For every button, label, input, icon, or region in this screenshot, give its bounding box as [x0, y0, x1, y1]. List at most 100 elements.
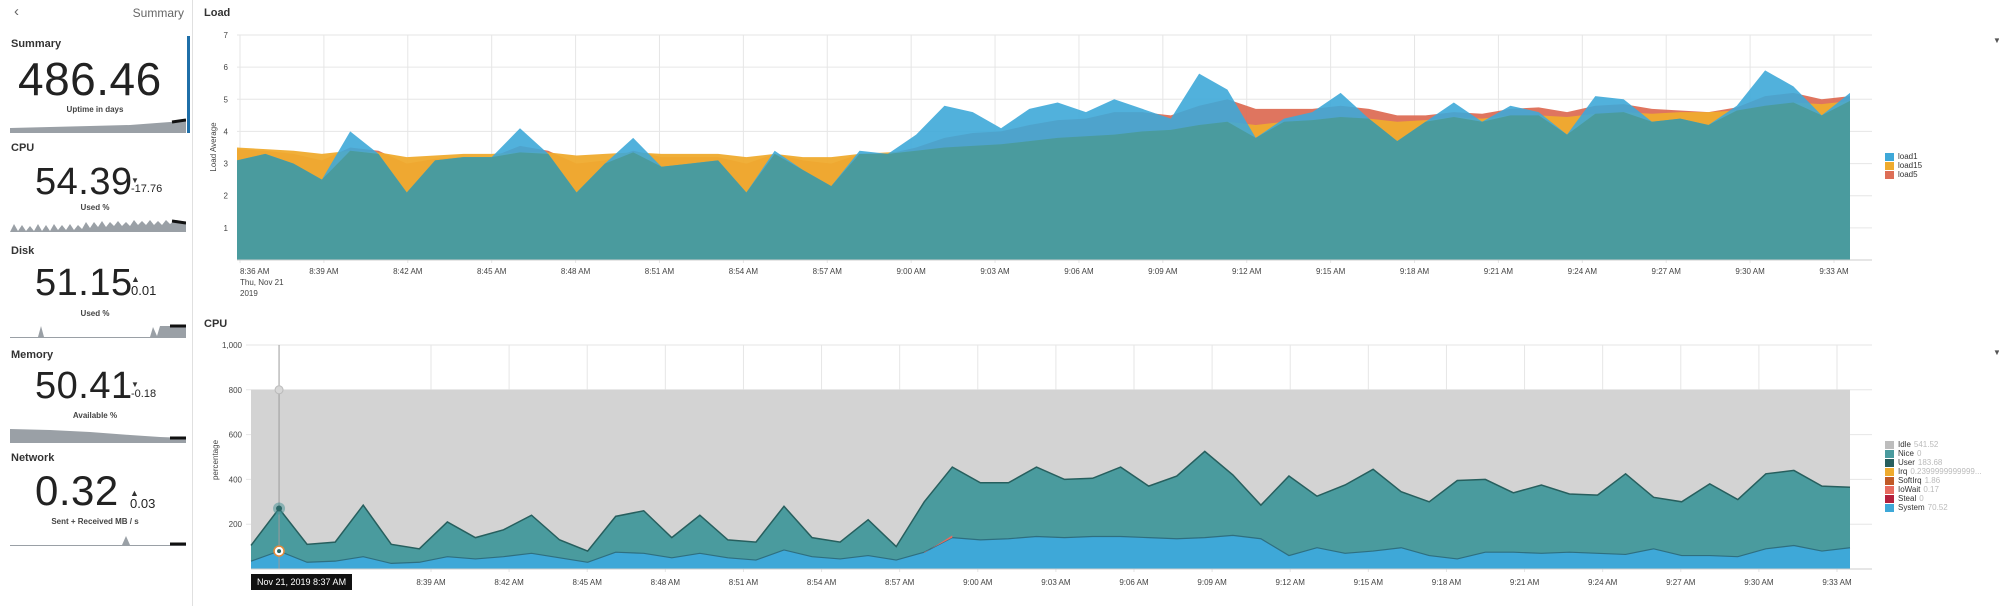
hover-tooltip: Nov 21, 2019 8:37 AM: [251, 574, 353, 590]
x-tick-label: 9:27 AM: [1666, 578, 1696, 587]
x-tick-label: 8:57 AM: [885, 578, 915, 587]
metric-card-memory[interactable]: Memory 50.41 ▼ -0.18 Available %: [0, 349, 190, 445]
chevron-left-icon[interactable]: ‹: [14, 3, 19, 20]
hover-marker-idle: [274, 385, 284, 395]
legend-label: load15: [1898, 161, 1923, 170]
y-tick-label: 4: [224, 127, 229, 136]
x-tick-label: 9:15 AM: [1354, 578, 1384, 587]
y-tick-label: 400: [229, 475, 243, 484]
y-tick-label: 1,000: [222, 341, 243, 350]
x-tick-label: 9:00 AM: [896, 267, 926, 276]
y-tick-label: 6: [224, 63, 229, 72]
x-tick-label: 9:09 AM: [1197, 578, 1227, 587]
delta-up-icon: ▲: [131, 274, 140, 284]
x-tick-sublabel: Thu, Nov 21: [240, 278, 284, 287]
x-tick-label: 9:21 AM: [1510, 578, 1540, 587]
metric-value: 50.41: [35, 365, 133, 407]
x-tick-label: 9:18 AM: [1432, 578, 1462, 587]
x-tick-sublabel: 2019: [240, 289, 258, 298]
metric-sparkline: [10, 118, 186, 133]
x-tick-label: 8:54 AM: [807, 578, 837, 587]
legend-value: 183.68: [1917, 458, 1943, 467]
series-system: [251, 535, 1850, 569]
x-tick-label: 8:39 AM: [416, 578, 446, 587]
metric-sparkline: [10, 536, 186, 546]
metric-value: 486.46: [18, 53, 162, 105]
metric-delta: 0.03: [130, 496, 156, 511]
load-legend: load1 load15 load5: [1885, 152, 1922, 179]
legend-value: 0: [1917, 449, 1922, 458]
legend-item-nice[interactable]: Nice 0: [1885, 449, 1982, 458]
series-overlap: [237, 100, 1850, 261]
legend-item-idle[interactable]: Idle 541.52: [1885, 440, 1982, 449]
delta-down-icon: ▼: [131, 176, 139, 185]
x-tick-label: 8:51 AM: [729, 578, 759, 587]
x-tick-label: 9:30 AM: [1735, 267, 1765, 276]
metric-label: CPU: [11, 142, 35, 154]
x-tick-label: 9:06 AM: [1119, 578, 1149, 587]
x-tick-label: 8:45 AM: [573, 578, 603, 587]
swatch: [1885, 503, 1894, 512]
x-tick-label: 9:12 AM: [1276, 578, 1306, 587]
legend-item-load5[interactable]: load5: [1885, 170, 1922, 179]
hover-marker-user-core: [276, 505, 283, 512]
cpu-chart[interactable]: 200 400 600 800 1,000 8:39 AM 8:42 AM 8:45 AM 8:…: [200, 336, 1890, 606]
y-axis-label: Load Average: [209, 122, 218, 172]
metric-label: Memory: [11, 349, 54, 361]
legend-item-system[interactable]: System 70.52: [1885, 503, 1982, 512]
legend-label: User: [1898, 458, 1915, 467]
legend-item-iowait[interactable]: IoWait 0.17: [1885, 485, 1982, 494]
legend-value: 1.86: [1924, 476, 1941, 485]
legend-item-load15[interactable]: load15: [1885, 161, 1922, 170]
metric-card-summary[interactable]: Summary 486.46 Uptime in days: [0, 38, 190, 134]
y-tick-label: 7: [224, 31, 229, 40]
x-tick-label: 8:39 AM: [309, 267, 339, 276]
legend-item-load1[interactable]: load1: [1885, 152, 1922, 161]
x-tick-label: 8:45 AM: [477, 267, 507, 276]
x-tick-label: 8:54 AM: [729, 267, 759, 276]
x-tick-label: 9:27 AM: [1652, 267, 1682, 276]
legend-value: 0.2399999999999...: [1910, 467, 1982, 476]
x-tick-label: 9:15 AM: [1316, 267, 1346, 276]
swatch: [1885, 494, 1894, 503]
metric-delta: -17.76: [131, 183, 163, 195]
legend-label: IoWait: [1898, 485, 1921, 494]
panel-menu-caret-icon[interactable]: ▼: [1993, 348, 1999, 357]
metric-sparkline: [10, 219, 186, 232]
selected-indicator: [187, 36, 190, 133]
swatch: [1885, 440, 1894, 449]
metric-subtitle: Uptime in days: [66, 105, 124, 114]
metric-label: Network: [11, 452, 55, 464]
legend-item-softirq[interactable]: SoftIrq 1.86: [1885, 476, 1982, 485]
legend-item-steal[interactable]: Steal 0: [1885, 494, 1982, 503]
swatch: [1885, 476, 1894, 485]
legend-label: SoftIrq: [1898, 476, 1922, 485]
x-tick-label: 9:03 AM: [980, 267, 1010, 276]
legend-value: 0.17: [1923, 485, 1939, 494]
series-user-line: [250, 450, 1851, 552]
legend-label: load1: [1898, 152, 1918, 161]
summary-sidebar: ‹ Summary Summary 486.46 Uptime in days …: [0, 0, 193, 606]
metric-value: 54.39: [35, 161, 133, 203]
metric-subtitle: Used %: [80, 309, 110, 318]
metric-delta: 0.01: [131, 283, 157, 298]
metric-delta: -0.18: [131, 388, 157, 400]
x-tick-label: 9:21 AM: [1484, 267, 1514, 276]
metric-label: Summary: [11, 38, 62, 50]
legend-item-user[interactable]: User 183.68: [1885, 458, 1982, 467]
panel-menu-caret-icon[interactable]: ▼: [1993, 36, 1999, 45]
metric-card-network[interactable]: Network 0.32 ▲ 0.03 Sent + Received MB /…: [0, 452, 190, 548]
x-tick-label: 8:48 AM: [561, 267, 591, 276]
series-system-line: [250, 534, 1851, 565]
x-tick-label: 9:24 AM: [1568, 267, 1598, 276]
sidebar-title: Summary: [132, 6, 184, 20]
legend-item-irq[interactable]: Irq 0.2399999999999...: [1885, 467, 1982, 476]
x-tick-label: 8:36 AM: [240, 267, 270, 276]
metric-card-cpu[interactable]: CPU 54.39 ▼ -17.76 Used %: [0, 142, 190, 238]
x-tick-label: 9:09 AM: [1148, 267, 1178, 276]
x-tick-label: 9:18 AM: [1400, 267, 1430, 276]
legend-label: load5: [1898, 170, 1918, 179]
legend-value: 0: [1919, 494, 1924, 503]
load-chart[interactable]: 1 2 3 4 5 6 7 8:36 AM 8:39 AM 8:42 AM 8:45 AM 8:48 …: [200, 22, 1890, 307]
metric-card-disk[interactable]: Disk 51.15 ▲ 0.01 Used %: [0, 245, 190, 341]
